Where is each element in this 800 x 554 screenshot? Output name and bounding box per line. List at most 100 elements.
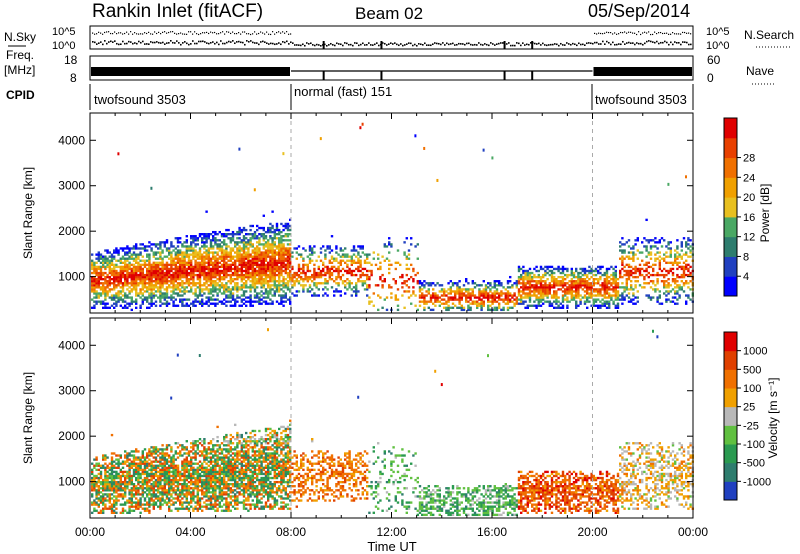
power-cell — [504, 292, 507, 295]
power-cell — [157, 273, 160, 277]
power-cell — [544, 286, 547, 289]
power-cell — [300, 253, 303, 256]
power-cell — [205, 241, 208, 244]
power-cell — [632, 288, 635, 291]
power-cell — [663, 280, 666, 283]
power-cell — [275, 269, 279, 273]
power-cell — [273, 282, 276, 285]
power-cell — [209, 280, 213, 283]
power-cell — [181, 263, 184, 267]
power-cell — [174, 271, 177, 275]
power-cell — [124, 247, 127, 250]
power-cell — [291, 265, 294, 269]
power-cell — [647, 251, 650, 254]
power-cell — [247, 271, 250, 275]
power-cell — [271, 249, 274, 252]
y-tick-label: 3000 — [58, 179, 85, 193]
power-cell — [581, 267, 584, 271]
power-cell — [561, 282, 565, 285]
noise-point — [406, 43, 408, 45]
power-cell — [425, 282, 428, 285]
power-cell — [493, 290, 496, 293]
power-cell — [674, 257, 677, 260]
power-cell — [506, 308, 510, 312]
power-cell — [621, 296, 624, 299]
power-cell — [229, 247, 232, 250]
power-cell — [491, 302, 494, 305]
velocity-cell — [121, 466, 125, 469]
velocity-cell — [110, 470, 114, 474]
power-cell — [280, 239, 283, 242]
power-cell — [597, 294, 600, 297]
power-cell — [192, 257, 195, 260]
noise-right-tick-bottom: 10^0 — [706, 40, 730, 52]
power-cell — [174, 273, 177, 277]
power-cell — [311, 259, 314, 262]
power-cell — [247, 259, 250, 262]
power-cell — [181, 286, 184, 289]
power-cell — [311, 247, 314, 250]
noise-point — [520, 44, 522, 47]
noise-point — [278, 31, 280, 33]
noise-point — [328, 44, 330, 46]
velocity-cell — [115, 480, 118, 484]
power-colorbar-tick-label: 16 — [743, 212, 755, 224]
power-cell — [625, 255, 628, 258]
power-cell — [110, 253, 114, 256]
velocity-cell — [113, 466, 116, 469]
power-cell — [482, 300, 485, 303]
velocity-cell — [128, 458, 131, 461]
power-cell — [271, 241, 274, 244]
power-cell — [658, 259, 661, 262]
power-cell — [570, 271, 573, 275]
power-cell — [368, 278, 371, 281]
power-cell — [643, 282, 646, 285]
power-cell — [286, 259, 290, 262]
power-cell — [291, 280, 294, 283]
power-cell — [348, 267, 351, 271]
power-cell — [245, 265, 248, 269]
power-cell — [95, 284, 98, 287]
power-cell — [291, 275, 294, 279]
power-cell — [260, 294, 263, 297]
power-cell — [537, 302, 540, 305]
noise-point — [94, 33, 96, 35]
power-cell — [159, 275, 162, 279]
power-cell — [148, 286, 151, 289]
power-cell — [264, 230, 268, 234]
power-cell — [185, 298, 188, 301]
power-cell — [238, 237, 241, 240]
velocity-cell — [99, 487, 103, 490]
velocity-cell — [135, 472, 138, 476]
power-cell — [247, 253, 250, 256]
power-cell — [214, 273, 217, 277]
velocity-cell — [95, 476, 98, 480]
noise-point — [194, 31, 196, 33]
power-cell — [264, 302, 268, 305]
power-cell — [267, 226, 270, 230]
power-cell — [234, 245, 237, 248]
power-cell — [141, 263, 144, 267]
power-cell — [330, 235, 334, 238]
power-cell — [476, 300, 479, 303]
power-cell — [212, 302, 215, 305]
power-cell — [97, 259, 100, 262]
power-cell — [121, 267, 125, 271]
power-cell — [289, 259, 292, 262]
power-cell — [616, 284, 620, 287]
velocity-cell — [121, 489, 125, 492]
velocity-cell — [128, 511, 131, 514]
power-cell — [676, 239, 679, 242]
power-cell — [229, 257, 232, 260]
velocity-cell — [115, 487, 118, 490]
power-cell — [550, 304, 554, 307]
power-cell — [610, 273, 613, 277]
power-cell — [458, 300, 461, 303]
power-cell — [102, 261, 105, 264]
velocity-cell — [139, 456, 142, 459]
noise-point — [216, 41, 218, 44]
power-cell — [253, 230, 257, 234]
noise-point — [676, 42, 678, 44]
power-cell — [256, 228, 259, 232]
power-cell — [583, 269, 587, 273]
